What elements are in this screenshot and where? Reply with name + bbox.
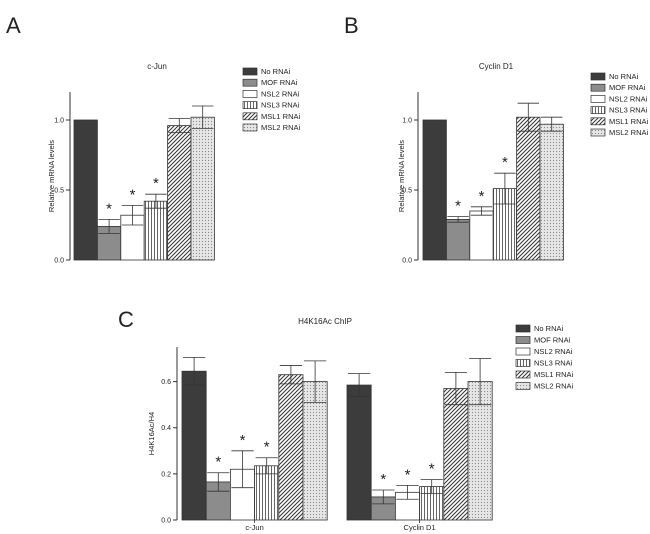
bar-msl1-rnai: [443, 388, 469, 521]
significance-star: *: [130, 186, 136, 203]
bar-no-rnai: [422, 119, 447, 261]
legend-label: MSL2 RNAi: [261, 123, 301, 132]
y-tick-label: 0.4: [161, 425, 171, 432]
bar-mof-rnai: [445, 218, 471, 261]
legend-swatch: [515, 347, 531, 356]
panel-letter: A: [6, 13, 21, 38]
legend-swatch: [515, 370, 531, 379]
y-tick-label: 1.0: [402, 118, 412, 125]
panel-letter: B: [344, 13, 359, 38]
bar-no-rnai: [181, 370, 207, 521]
legend-swatch: [590, 83, 606, 92]
legend-swatch: [590, 128, 606, 137]
y-tick-label: 0.0: [54, 258, 64, 265]
y-axis-label: Relative mRNA levels: [47, 140, 56, 212]
bar-nsl2-rnai: [469, 210, 494, 261]
legend-label: NSL2 RNAi: [609, 94, 648, 103]
legend-swatch: [590, 117, 606, 126]
legend-label: MOF RNAi: [261, 78, 298, 87]
x-category-label: Cyclin D1: [404, 523, 436, 532]
legend-label: No RNAi: [261, 67, 291, 76]
legend-swatch: [242, 78, 258, 87]
legend-swatch: [515, 359, 531, 367]
significance-star: *: [106, 200, 112, 217]
bar-no-rnai: [346, 384, 372, 521]
significance-star: *: [429, 461, 435, 478]
legend-swatch: [590, 106, 606, 114]
legend-label: MSL2 RNAi: [534, 382, 574, 391]
y-axis-label: Relative mRNA levels: [397, 140, 406, 212]
bar-msl1-rnai: [278, 374, 304, 521]
panel-B: B Cyclin D1 0.0 0.5 1.0 Relative mRNA levels *…: [344, 13, 649, 265]
significance-star: *: [405, 466, 411, 483]
chart-title: H4K16Ac ChIP: [298, 317, 352, 326]
legend-label: MSL1 RNAi: [261, 112, 301, 121]
bar-nsl3-rnai: [254, 465, 280, 521]
bar-msl1-rnai: [516, 116, 541, 261]
bar-nsl3-rnai: [143, 200, 168, 261]
legend-label: MOF RNAi: [609, 83, 646, 92]
legend-swatch: [242, 90, 258, 98]
x-category-label: c-Jun: [245, 523, 263, 532]
legend-swatch: [242, 112, 258, 121]
legend-label: NSL3 RNAi: [609, 106, 648, 115]
chart-title: Cyclin D1: [479, 62, 514, 71]
legend-swatch: [515, 382, 531, 390]
panel-letter: C: [118, 307, 134, 332]
y-tick-label: 0.5: [402, 188, 412, 195]
legend-label: MOF RNAi: [534, 336, 571, 345]
legend-label: NSL2 RNAi: [534, 347, 573, 356]
panel-C: C H4K16Ac ChIP 0.0 0.2 0.4 0.6 H4K16Ac/H4 * * * c-…: [118, 307, 574, 532]
legend-label: MSL1 RNAi: [534, 370, 574, 379]
y-tick-label: 1.0: [54, 118, 64, 125]
bar-msl2-rnai: [190, 116, 215, 261]
legend-swatch: [590, 95, 606, 103]
y-tick-label: 0.2: [161, 471, 171, 478]
legend-swatch: [515, 336, 531, 344]
legend-swatch: [242, 123, 258, 132]
significance-star: *: [502, 154, 508, 171]
significance-star: *: [240, 432, 246, 449]
legend-label: NSL3 RNAi: [534, 359, 573, 368]
legend-label: No RNAi: [534, 324, 564, 333]
panel-A: Ac-Jun 0.0 0.5 1.0 Relative mRNA levels * * * No…: [6, 13, 301, 265]
bar-no-rnai: [73, 119, 98, 261]
legend-label: NSL3 RNAi: [261, 101, 300, 110]
y-tick-label: 0.0: [402, 258, 412, 265]
bar-msl2-rnai: [302, 381, 328, 521]
significance-star: *: [455, 198, 461, 215]
legend-swatch: [242, 101, 258, 109]
y-tick-label: 0.0: [161, 518, 171, 525]
legend-label: NSL2 RNAi: [261, 89, 300, 98]
significance-star: *: [215, 454, 221, 471]
legend-swatch: [515, 324, 531, 333]
significance-star: *: [264, 439, 270, 456]
bar-msl2-rnai: [539, 123, 564, 261]
legend-swatch: [590, 72, 606, 81]
y-axis-label: H4K16Ac/H4: [147, 412, 156, 455]
bar-msl1-rnai: [167, 125, 192, 261]
legend-swatch: [242, 67, 258, 76]
y-tick-label: 0.6: [161, 379, 171, 386]
y-tick-label: 0.5: [54, 188, 64, 195]
legend-label: MSL2 RNAi: [609, 128, 649, 137]
chart-title: c-Jun: [147, 62, 167, 71]
significance-star: *: [479, 188, 485, 205]
legend-label: MSL1 RNAi: [609, 117, 649, 126]
legend-label: No RNAi: [609, 72, 639, 81]
significance-star: *: [380, 471, 386, 488]
significance-star: *: [153, 175, 159, 192]
